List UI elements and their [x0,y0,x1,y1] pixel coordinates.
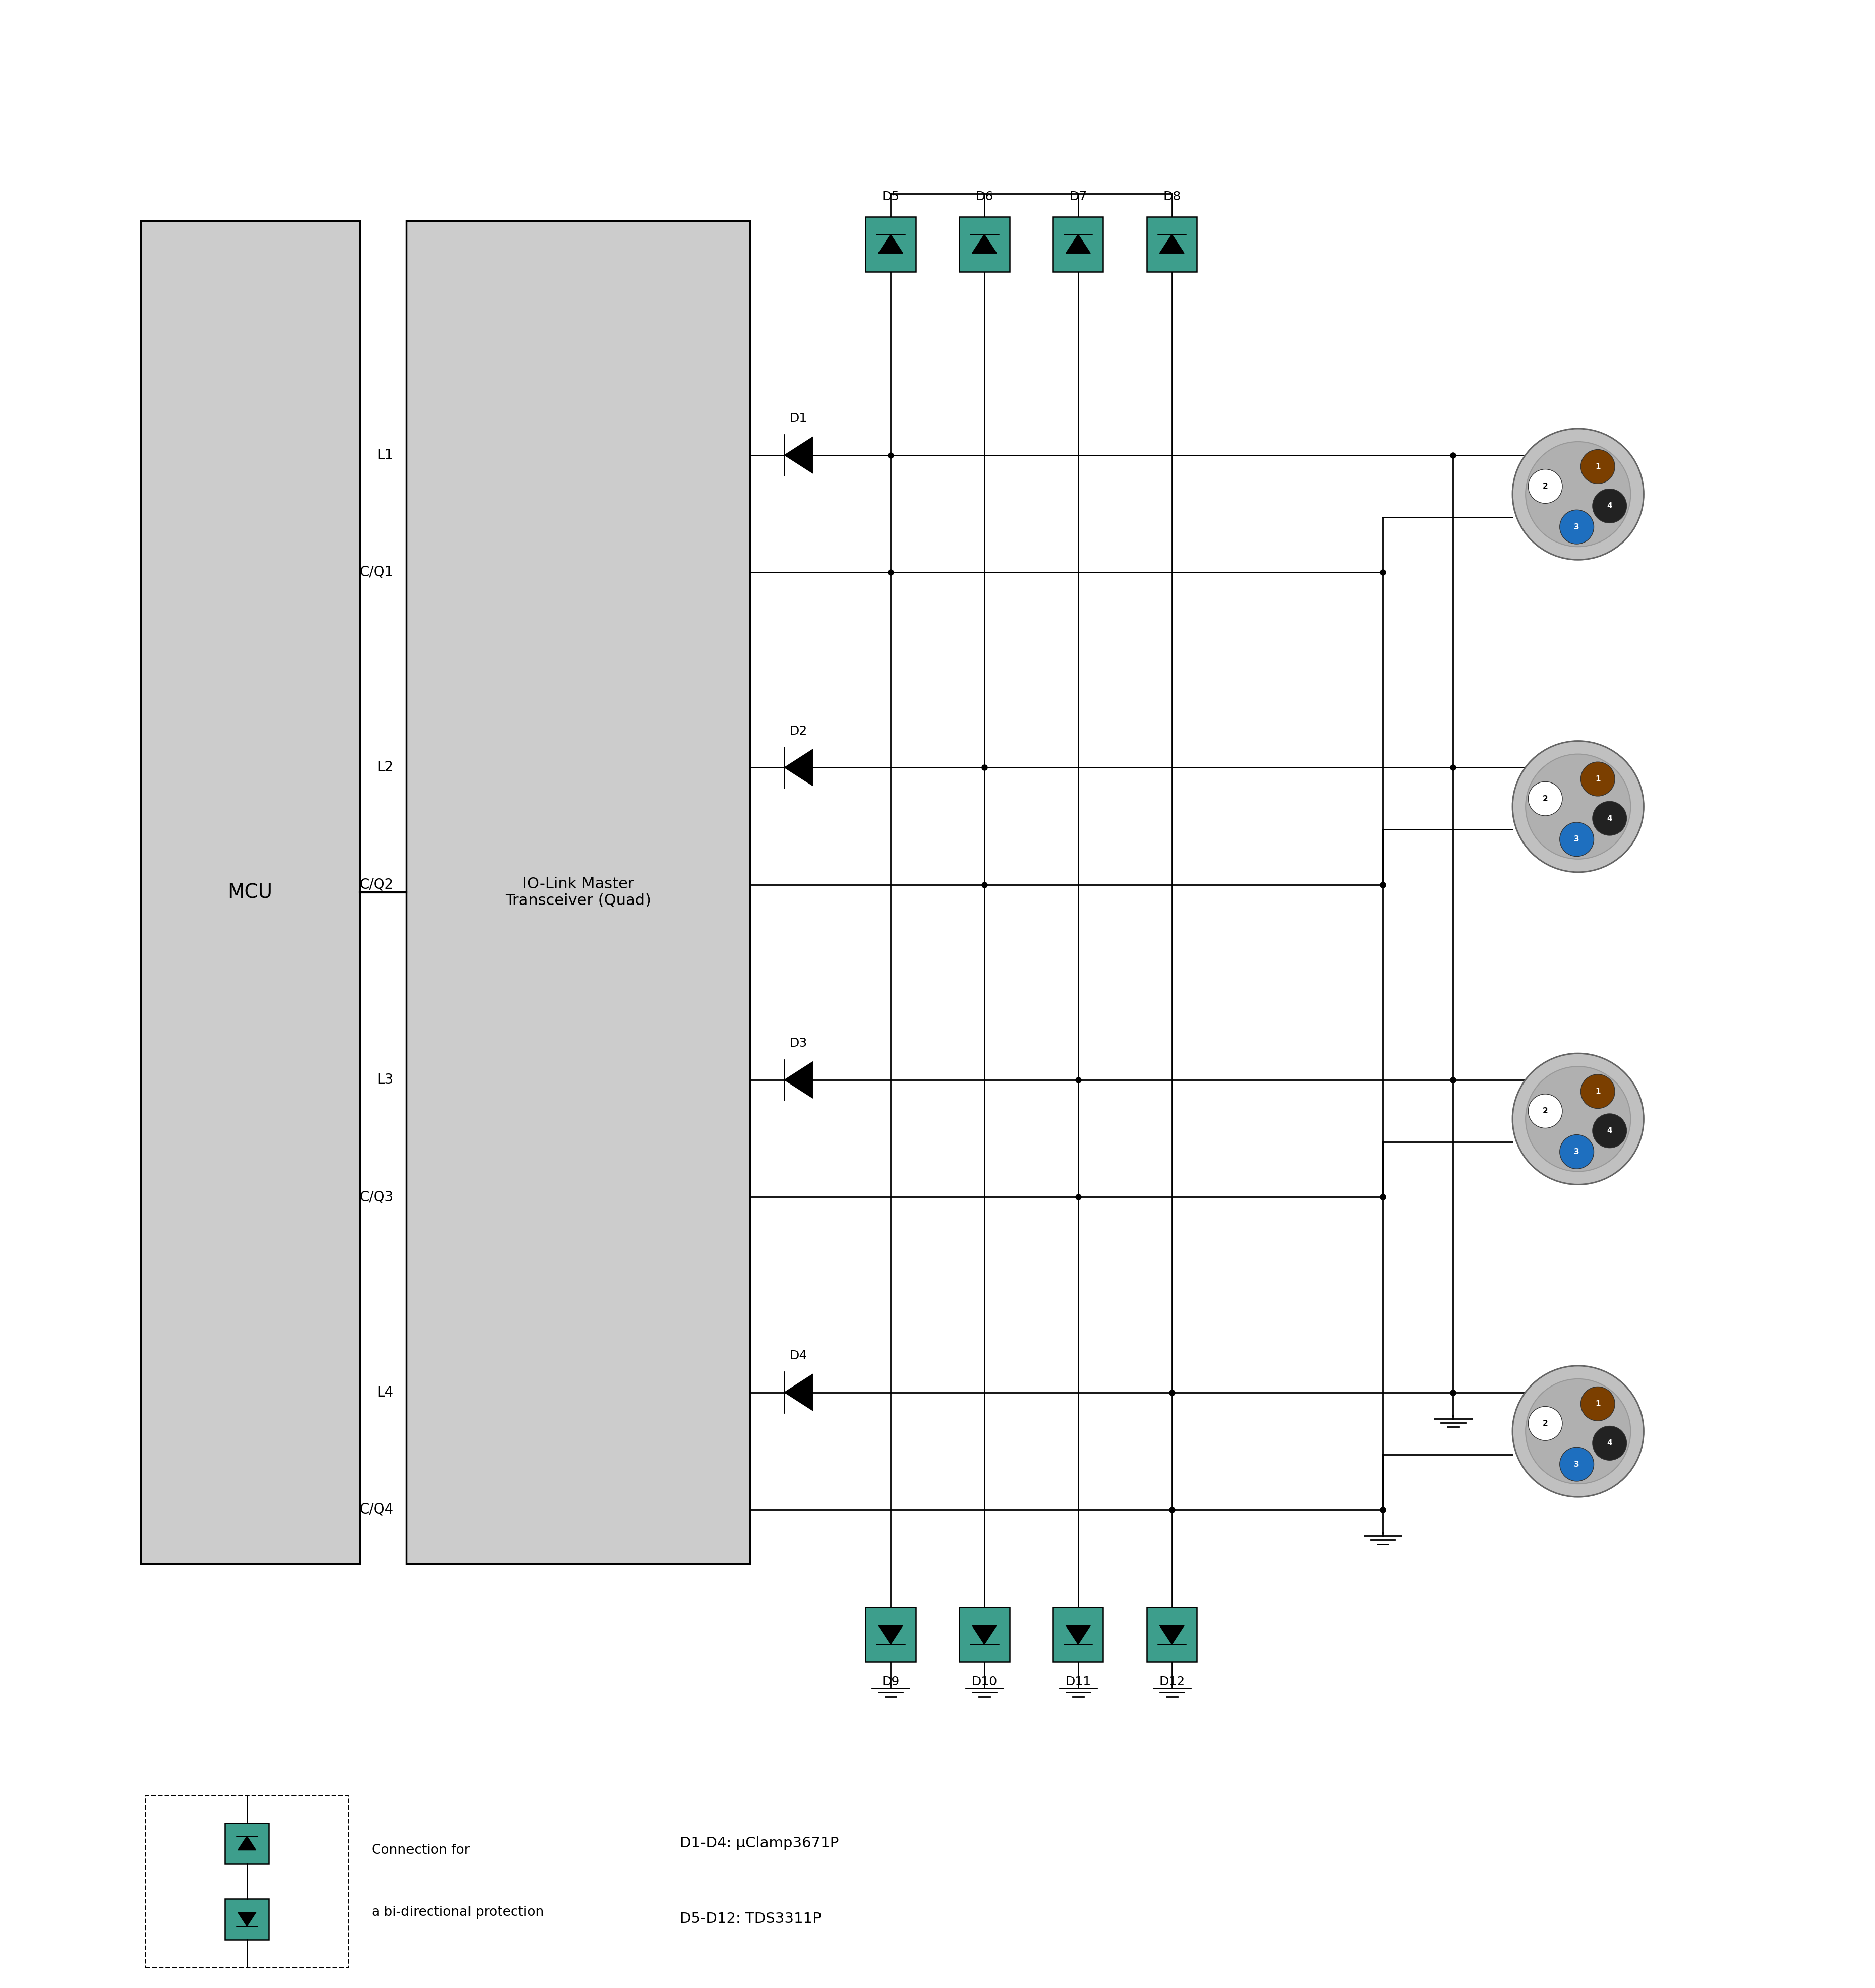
Bar [407,221,750,1565]
Circle shape [1513,1054,1644,1185]
Polygon shape [784,749,814,785]
Circle shape [1592,1425,1628,1461]
Circle shape [1526,753,1631,859]
Circle shape [1581,761,1614,795]
Text: D5-D12: TDS3311P: D5-D12: TDS3311P [681,1912,821,1926]
Text: 4: 4 [1607,503,1613,509]
Bar [141,221,360,1565]
Text: D2: D2 [789,726,808,738]
Circle shape [1526,441,1631,547]
Circle shape [1592,801,1628,835]
Polygon shape [1159,1626,1185,1644]
Text: 4: 4 [1607,815,1613,823]
Bar [225,1823,268,1863]
Text: 1: 1 [1596,775,1601,783]
Polygon shape [238,1837,257,1851]
Circle shape [1592,489,1628,523]
Text: L3: L3 [377,1074,394,1087]
Polygon shape [1065,1626,1091,1644]
Polygon shape [1065,235,1091,252]
Text: a bi-directional protection: a bi-directional protection [371,1906,544,1918]
Text: MCU: MCU [227,883,272,903]
Circle shape [1528,1406,1562,1441]
Bar [1054,217,1102,272]
Text: C/Q2: C/Q2 [360,877,394,893]
Bar [866,217,915,272]
Circle shape [1581,1388,1614,1421]
Text: 3: 3 [1575,835,1579,843]
Circle shape [1528,1093,1562,1127]
Text: D3: D3 [789,1038,808,1050]
Text: D4: D4 [789,1350,808,1362]
Bar [1054,1606,1102,1662]
Text: 2: 2 [1543,483,1549,491]
Polygon shape [971,1626,998,1644]
Bar [146,1795,349,1968]
Text: D12: D12 [1159,1676,1185,1688]
Bar [1148,217,1196,272]
Text: D11: D11 [1065,1676,1091,1688]
Text: D10: D10 [971,1676,998,1688]
Text: D1: D1 [789,414,808,425]
Text: 4: 4 [1607,1439,1613,1447]
Polygon shape [784,1062,814,1097]
Text: 1: 1 [1596,463,1601,471]
Text: D6: D6 [975,191,994,203]
Text: 3: 3 [1575,1461,1579,1467]
Circle shape [1526,1066,1631,1171]
Bar [960,1606,1009,1662]
Circle shape [1526,1380,1631,1483]
Text: 1: 1 [1596,1087,1601,1095]
Polygon shape [971,235,998,252]
Polygon shape [1159,235,1185,252]
Circle shape [1560,1135,1594,1169]
Circle shape [1592,1113,1628,1147]
Circle shape [1581,449,1614,483]
Text: 2: 2 [1543,795,1549,803]
Polygon shape [784,1374,814,1411]
Text: D1-D4: μClamp3671P: D1-D4: μClamp3671P [681,1837,838,1851]
Text: C/Q4: C/Q4 [360,1503,394,1517]
Circle shape [1560,509,1594,545]
Text: 2: 2 [1543,1107,1549,1115]
Text: D7: D7 [1069,191,1088,203]
Bar [1148,1606,1196,1662]
Circle shape [1560,1447,1594,1481]
Polygon shape [878,1626,904,1644]
Text: 2: 2 [1543,1419,1549,1427]
Text: L4: L4 [377,1386,394,1400]
Circle shape [1560,823,1594,857]
Circle shape [1528,469,1562,503]
Text: L2: L2 [377,761,394,775]
Polygon shape [238,1912,257,1926]
Circle shape [1513,742,1644,873]
Bar [866,1606,915,1662]
Text: 3: 3 [1575,523,1579,531]
Circle shape [1581,1074,1614,1109]
Text: D8: D8 [1162,191,1181,203]
Circle shape [1513,429,1644,561]
Circle shape [1528,781,1562,815]
Text: C/Q1: C/Q1 [360,565,394,579]
Circle shape [1513,1366,1644,1497]
Text: D9: D9 [881,1676,900,1688]
Polygon shape [878,235,904,252]
Text: 1: 1 [1596,1400,1601,1408]
Bar [960,217,1009,272]
Text: IO-Link Master
Transceiver (Quad): IO-Link Master Transceiver (Quad) [504,877,651,909]
Text: L1: L1 [377,447,394,461]
Text: Connection for: Connection for [371,1843,471,1857]
Text: C/Q3: C/Q3 [360,1191,394,1205]
Polygon shape [784,437,814,473]
Text: D5: D5 [881,191,900,203]
Text: 3: 3 [1575,1147,1579,1155]
Bar [225,1899,268,1940]
Text: 4: 4 [1607,1127,1613,1135]
